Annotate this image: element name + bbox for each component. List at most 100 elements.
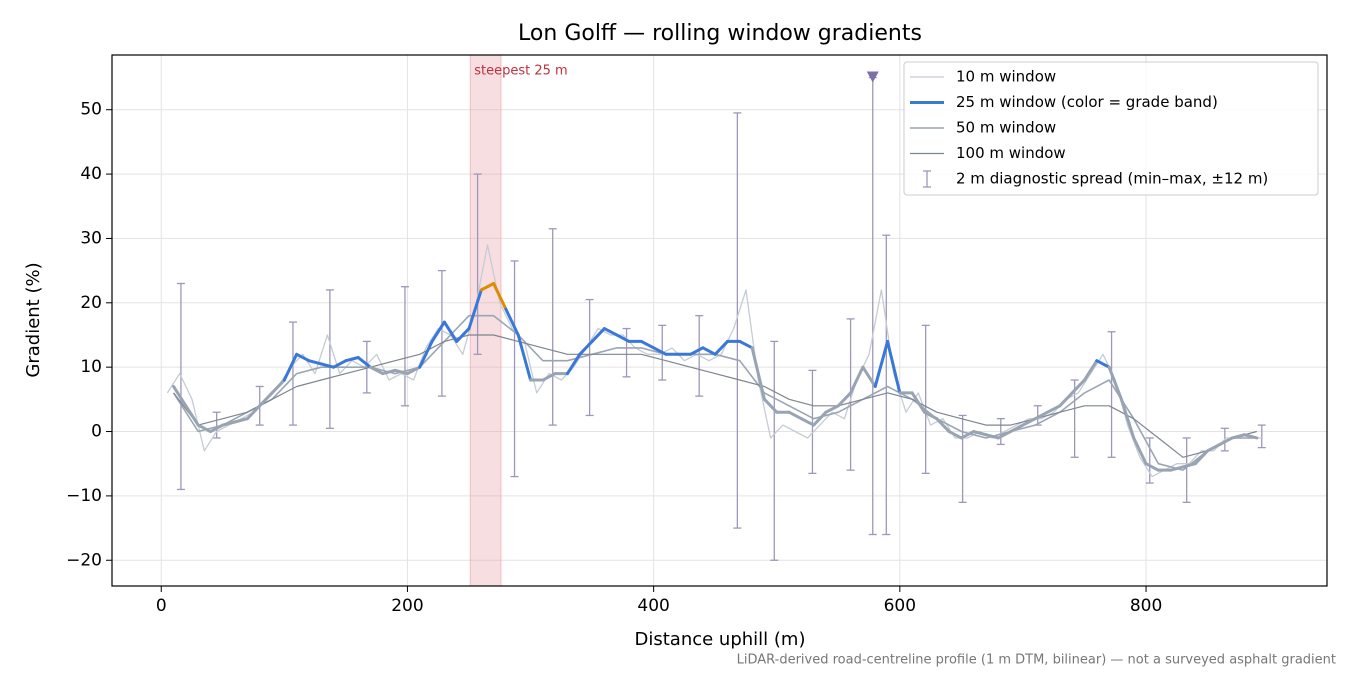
legend-label: 100 m window bbox=[956, 144, 1066, 162]
line-segment bbox=[984, 433, 1000, 440]
plot-area bbox=[112, 55, 1327, 586]
y-tick-label: 10 bbox=[80, 357, 102, 377]
spread-bar bbox=[882, 234, 891, 536]
line-segment bbox=[541, 372, 557, 382]
series-line bbox=[173, 334, 1257, 458]
line-segment bbox=[369, 365, 385, 376]
spread-bar bbox=[1107, 331, 1116, 458]
line-segment bbox=[886, 339, 902, 395]
spread-bar bbox=[325, 289, 334, 429]
line-segment bbox=[393, 368, 409, 376]
legend-label: 50 m window bbox=[956, 119, 1056, 137]
plot-frame bbox=[111, 54, 1328, 587]
line-segment bbox=[245, 404, 262, 421]
y-tick-label: −10 bbox=[66, 486, 102, 506]
line-segment bbox=[652, 346, 668, 356]
y-tick-label: 20 bbox=[80, 293, 102, 313]
spread-bar bbox=[996, 418, 1005, 446]
line-segment bbox=[1070, 378, 1086, 395]
line-segment bbox=[1021, 417, 1037, 427]
line-segment bbox=[221, 420, 237, 427]
legend-box bbox=[903, 61, 1319, 196]
line-segment bbox=[836, 391, 853, 408]
spread-bar bbox=[585, 298, 594, 417]
spread-bar bbox=[958, 414, 967, 503]
highlight-band bbox=[469, 55, 502, 586]
spread-bar bbox=[1070, 379, 1079, 458]
line-segment bbox=[972, 430, 988, 437]
line-segment bbox=[1181, 462, 1197, 469]
line-segment bbox=[196, 423, 212, 434]
y-axis-label: Gradient (%) bbox=[23, 262, 44, 377]
footnote: LiDAR-derived road-centreline profile (1… bbox=[737, 653, 1336, 668]
line-segment bbox=[935, 417, 951, 434]
line-segment bbox=[1218, 436, 1234, 446]
spread-bar bbox=[1145, 437, 1154, 484]
spread-bar bbox=[921, 324, 930, 475]
line-segment bbox=[812, 410, 828, 427]
line-segment bbox=[799, 417, 816, 427]
x-axis-label: Distance uphill (m) bbox=[635, 629, 806, 650]
line-segment bbox=[1169, 465, 1185, 472]
line-segment bbox=[922, 410, 939, 421]
x-tick-label: 400 bbox=[637, 596, 669, 616]
y-tick-label: 40 bbox=[80, 164, 102, 184]
line-segment bbox=[184, 404, 200, 427]
line-segment bbox=[861, 365, 877, 388]
line-segment bbox=[258, 391, 274, 408]
line-segment bbox=[824, 404, 840, 414]
line-segment bbox=[1243, 433, 1259, 440]
line-segment bbox=[959, 430, 976, 440]
line-segment bbox=[689, 346, 705, 356]
line-segment bbox=[1033, 410, 1050, 421]
spread-bar bbox=[1182, 437, 1191, 503]
line-segment bbox=[701, 346, 717, 356]
line-segment bbox=[332, 359, 348, 369]
line-segment bbox=[639, 339, 656, 350]
spread-bar bbox=[176, 282, 185, 491]
line-segment bbox=[344, 356, 360, 363]
line-segment bbox=[1058, 391, 1074, 408]
line-segment bbox=[504, 307, 520, 337]
y-tick-label: −20 bbox=[66, 550, 102, 570]
x-tick-label: 600 bbox=[884, 596, 916, 616]
x-tick-label: 0 bbox=[156, 596, 167, 616]
line-segment bbox=[233, 417, 249, 424]
line-segment bbox=[996, 430, 1013, 440]
line-segment bbox=[319, 362, 336, 369]
spread-bar bbox=[622, 327, 631, 378]
line-segment bbox=[479, 281, 496, 292]
line-segment bbox=[849, 365, 865, 395]
line-segment bbox=[208, 423, 225, 434]
spread-bar bbox=[770, 340, 779, 561]
spread-bar bbox=[288, 321, 297, 426]
line-segment bbox=[578, 339, 594, 356]
line-segment bbox=[750, 346, 766, 401]
line-segment bbox=[602, 327, 619, 337]
line-segment bbox=[713, 339, 730, 356]
line-segment bbox=[1119, 397, 1136, 440]
line-segment bbox=[1046, 404, 1062, 414]
spread-bar bbox=[437, 269, 446, 397]
spread-bar bbox=[548, 228, 557, 426]
spread-bar bbox=[400, 286, 409, 407]
spread-bar bbox=[733, 112, 742, 529]
y-tick-label: 50 bbox=[80, 100, 102, 120]
x-tick-label: 200 bbox=[391, 596, 423, 616]
y-tick-label: 30 bbox=[80, 228, 102, 248]
line-segment bbox=[442, 320, 459, 343]
line-segment bbox=[787, 410, 803, 421]
line-segment bbox=[1132, 436, 1148, 466]
line-segment bbox=[492, 281, 508, 311]
line-segment bbox=[1095, 359, 1111, 369]
line-segment bbox=[282, 352, 299, 382]
line-segment bbox=[1230, 433, 1247, 440]
line-segment bbox=[565, 352, 582, 376]
line-segment bbox=[418, 339, 434, 369]
line-segment bbox=[1009, 423, 1025, 434]
line-segment bbox=[356, 356, 373, 369]
peak-marker bbox=[866, 71, 879, 83]
series-line bbox=[166, 244, 1263, 478]
line-segment bbox=[516, 333, 533, 382]
